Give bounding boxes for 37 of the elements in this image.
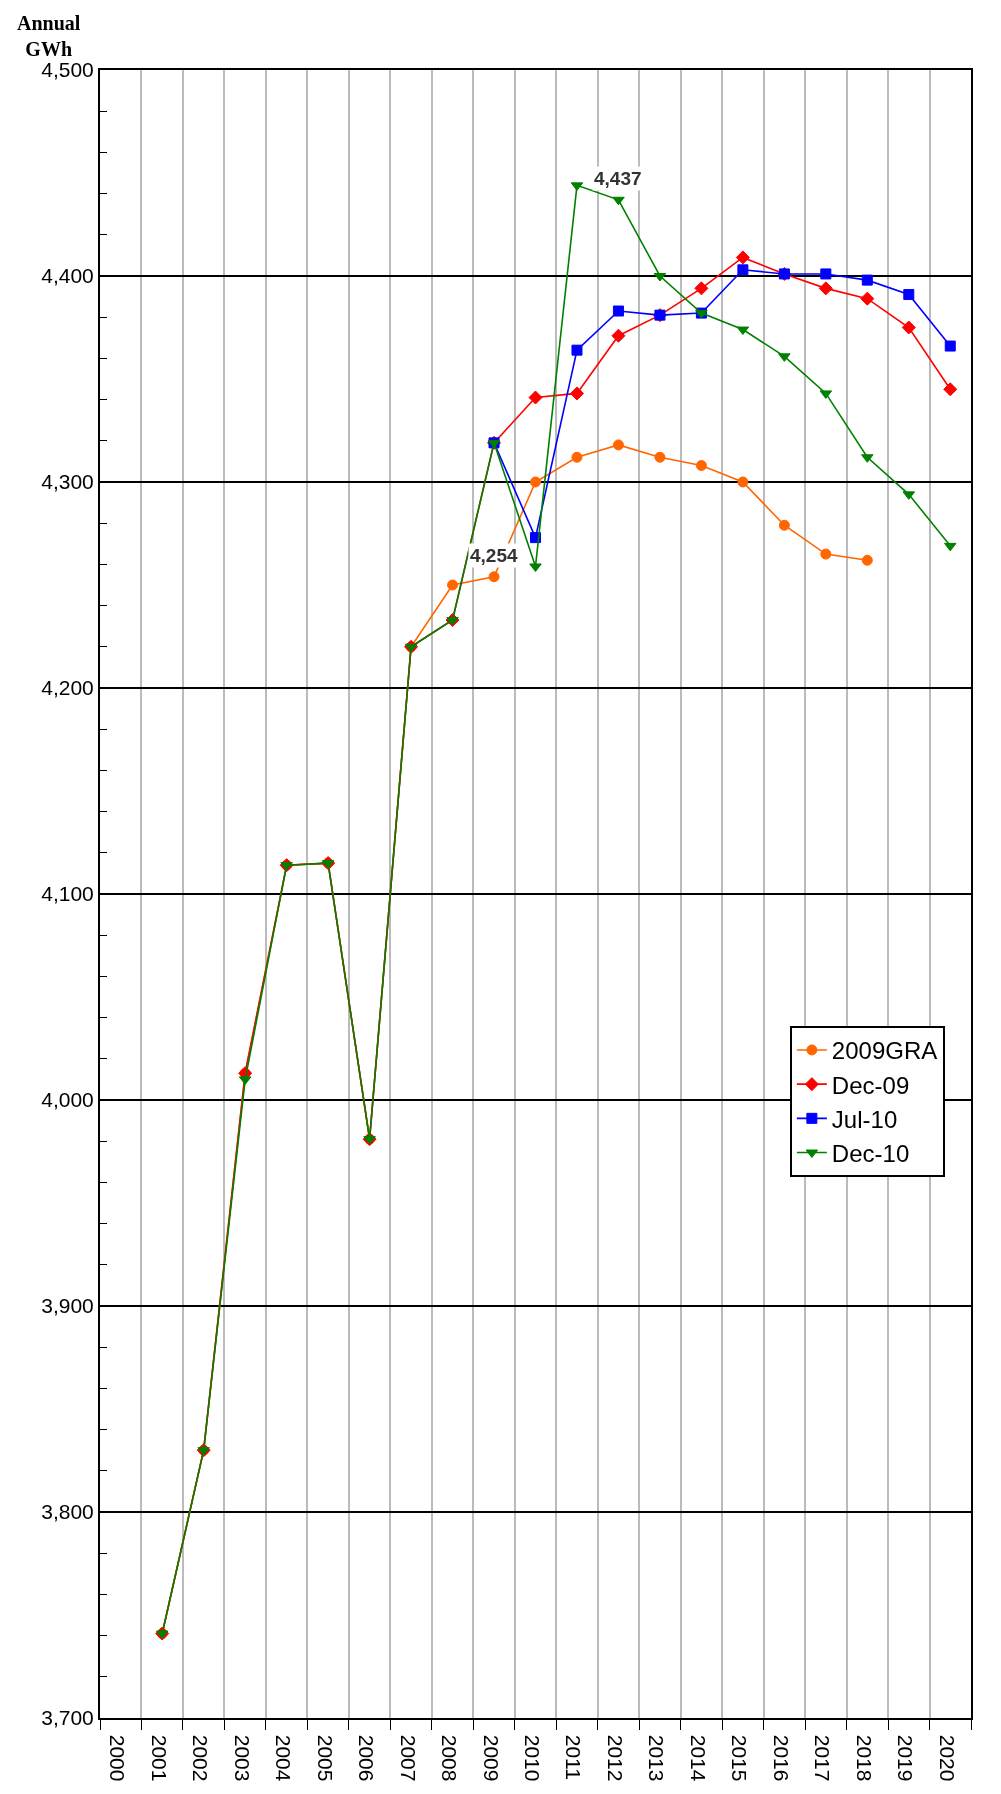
x-tick-label: 2005 xyxy=(313,1734,337,1782)
y-tick-label: 3,700 xyxy=(41,1706,94,1730)
y-tick-label: 4,300 xyxy=(41,470,94,494)
x-tick-label: 2020 xyxy=(935,1734,959,1782)
x-tick-label: 2001 xyxy=(147,1734,171,1782)
x-tick-label: 2013 xyxy=(645,1734,669,1782)
x-tick-label: 2014 xyxy=(686,1734,710,1782)
x-tick-label: 2015 xyxy=(728,1734,752,1782)
x-tick-label: 2010 xyxy=(521,1734,544,1782)
y-tick-label: 3,800 xyxy=(41,1500,94,1524)
x-tick-label: 2011 xyxy=(562,1734,586,1780)
y-axis-title: Annual GWh xyxy=(17,12,81,60)
y-tick-label: 4,500 xyxy=(41,58,94,82)
x-tick-label: 2003 xyxy=(230,1734,254,1782)
x-tick-label: 2000 xyxy=(106,1734,130,1782)
x-tick-label: 2006 xyxy=(355,1734,379,1782)
x-tick-label: 2007 xyxy=(396,1734,420,1782)
x-tick-label: 2009 xyxy=(479,1734,503,1782)
y-tick-label: 4,200 xyxy=(41,676,94,700)
x-tick-label: 2002 xyxy=(189,1734,213,1782)
x-tick-label: 2019 xyxy=(894,1734,918,1782)
y-tick-label: 4,100 xyxy=(41,882,94,906)
x-tick-label: 2017 xyxy=(811,1734,835,1782)
x-tick-label: 2018 xyxy=(852,1734,876,1782)
legend-label: Dec-10 xyxy=(831,1139,910,1167)
x-tick-label: 2012 xyxy=(603,1734,627,1782)
annotation: 4,437 xyxy=(594,168,642,189)
x-tick-label: 2008 xyxy=(438,1734,462,1782)
legend-label: Dec-09 xyxy=(831,1071,910,1099)
x-tick-label: 2016 xyxy=(769,1734,793,1782)
y-tick-label: 4,000 xyxy=(41,1088,94,1112)
y-tick-label: 3,900 xyxy=(41,1294,94,1318)
y-tick-label: 4,400 xyxy=(41,264,94,288)
legend-label: Jul-10 xyxy=(831,1105,898,1133)
annotation: 4,254 xyxy=(470,545,518,566)
x-tick-label: 2004 xyxy=(272,1734,296,1782)
legend-label: 2009GRA xyxy=(831,1037,938,1065)
